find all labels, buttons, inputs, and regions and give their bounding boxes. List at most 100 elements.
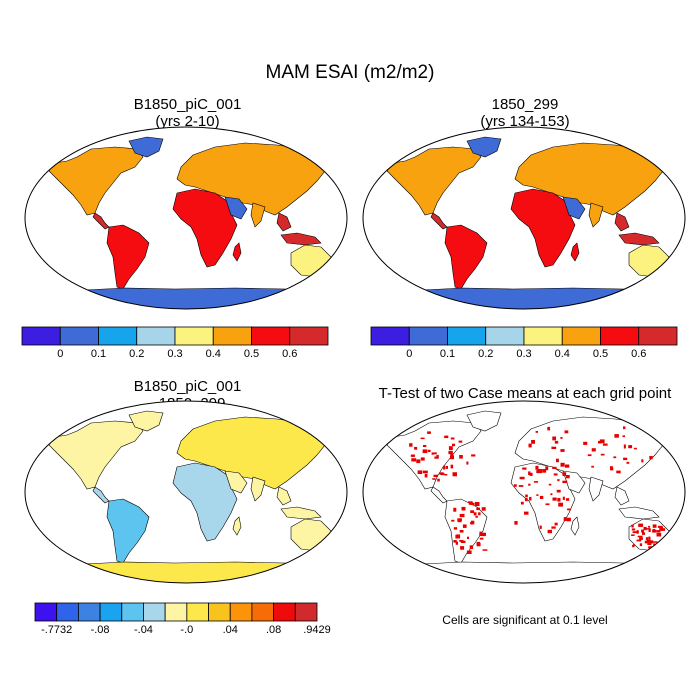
colorbar-2-swatch [600, 326, 640, 346]
colorbar-1-swatch [136, 326, 176, 346]
map-panel-comparison [362, 126, 686, 310]
land-antarctica [392, 561, 684, 583]
colorbar-diff-tick-label: .08 [265, 624, 282, 636]
colorbar-diff-swatch [164, 602, 188, 622]
colorbar-diff-swatch [273, 602, 296, 622]
colorbar-diff-swatch [229, 602, 253, 622]
map-border [24, 400, 348, 584]
land-indonesia [280, 506, 322, 520]
land-madagascar [232, 242, 242, 262]
land-central-america [92, 212, 110, 230]
colorbar-1-swatch [289, 326, 329, 346]
panel-3-title-line1: B1850_piC_001 [133, 378, 242, 395]
colorbar-diff [34, 602, 318, 622]
colorbar-diff-swatch [186, 602, 209, 622]
colorbar-1-swatch [98, 326, 138, 346]
panel-4-title-line1: T-Test of two Case means at each grid po… [378, 385, 672, 402]
colorbar-diff-tick-label: -.04 [133, 624, 153, 636]
land-south-america [106, 224, 150, 290]
colorbar-1-tick-label: 0.5 [243, 348, 260, 360]
colorbar-diff-swatch [34, 602, 58, 622]
colorbar-2 [370, 326, 678, 346]
colorbar-2-tick-label: 0.4 [554, 348, 570, 360]
panel-1-title-line1: B1850_piC_001 [133, 96, 242, 113]
land-arabia [562, 196, 586, 220]
land-new-zealand [674, 274, 684, 288]
colorbar-diff-swatch [56, 602, 79, 622]
land-indonesia [618, 506, 660, 520]
colorbar-2-tick-label: 0.5 [592, 348, 609, 360]
colorbar-2-swatch [561, 326, 601, 346]
land-greenland [128, 136, 164, 158]
colorbar-1-tick-label: 0.6 [282, 348, 298, 360]
colorbar-2-swatch [485, 326, 525, 346]
colorbar-2-swatch [370, 326, 410, 346]
colorbar-2-tick-label: 0.1 [439, 348, 456, 360]
colorbar-diff-tick-label: .04 [222, 624, 238, 636]
colorbar-1-tick-label: 0.3 [167, 348, 183, 360]
land-madagascar [570, 242, 580, 262]
land-africa [510, 188, 576, 268]
colorbar-1-swatch [21, 326, 61, 346]
land-new-zealand [336, 548, 346, 562]
colorbar-1-swatch [212, 326, 252, 346]
colorbar-diff-swatch [208, 602, 231, 622]
colorbar-diff-swatch [143, 602, 166, 622]
panel-title-2: 1850_299 (yrs 134-153) [350, 96, 700, 130]
colorbar-diff-swatch [294, 602, 318, 622]
land-india [588, 476, 604, 502]
significant-cells [409, 426, 666, 554]
land-central-america [92, 486, 110, 504]
land-south-america [106, 498, 150, 564]
panel-title-1: B1850_piC_001 (yrs 2-10) [25, 96, 350, 130]
land-africa [172, 188, 238, 268]
land-arabia [224, 470, 248, 494]
colorbar-2-swatch [447, 326, 487, 346]
colorbar-diff-swatch [121, 602, 144, 622]
colorbar-2-swatch [523, 326, 563, 346]
land-central-america [430, 486, 448, 504]
land-central-america [430, 212, 448, 230]
land-new-zealand [674, 548, 684, 562]
colorbar-1-tick-label: 0 [57, 348, 64, 360]
land-africa [510, 462, 576, 542]
colorbar-1-tick-label: 0.2 [129, 348, 145, 360]
colorbar-diff-swatch [251, 602, 275, 622]
colorbar-1-tick-label: 0.1 [90, 348, 107, 360]
map-panel-difference [24, 400, 348, 584]
colorbar-diff-tick-label: -.7732 [41, 624, 73, 636]
land-madagascar [232, 516, 242, 536]
land-arabia [224, 196, 248, 220]
colorbar-2-tick-label: 0.3 [516, 348, 532, 360]
land-antarctica [54, 561, 346, 583]
land-south-america [444, 224, 488, 290]
land-southeast-asia [276, 212, 292, 232]
land-new-zealand [336, 274, 346, 288]
colorbar-2-swatch [638, 326, 678, 346]
colorbar-diff-tick-label: .9429 [303, 624, 331, 636]
land-africa [172, 462, 238, 542]
land-southeast-asia [614, 212, 630, 232]
map-border [24, 126, 348, 310]
land-greenland [466, 136, 502, 158]
colorbar-1-swatch [59, 326, 99, 346]
land-indonesia [280, 232, 322, 246]
colorbar-diff-swatch [77, 602, 101, 622]
figure-title: MAM ESAI (m2/m2) [265, 62, 435, 83]
land-antarctica [392, 287, 684, 309]
land-india [250, 476, 266, 502]
panel-2-title-line2: (yrs 134-153) [480, 113, 570, 130]
land-antarctica [54, 287, 346, 309]
significance-note: Cells are significant at 0.1 level [442, 613, 608, 627]
colorbar-1 [21, 326, 329, 346]
panel-2-title-line1: 1850_299 [491, 96, 559, 113]
panel-title-4: T-Test of two Case means at each grid po… [350, 385, 700, 402]
colorbar-1-swatch [174, 326, 214, 346]
land-india [250, 202, 266, 228]
colorbar-diff-swatch [99, 602, 123, 622]
land-greenland [128, 410, 164, 432]
colorbar-2-swatch [408, 326, 448, 346]
colorbar-2-tick-label: 0 [406, 348, 413, 360]
colorbar-2-tick-label: 0.2 [478, 348, 494, 360]
